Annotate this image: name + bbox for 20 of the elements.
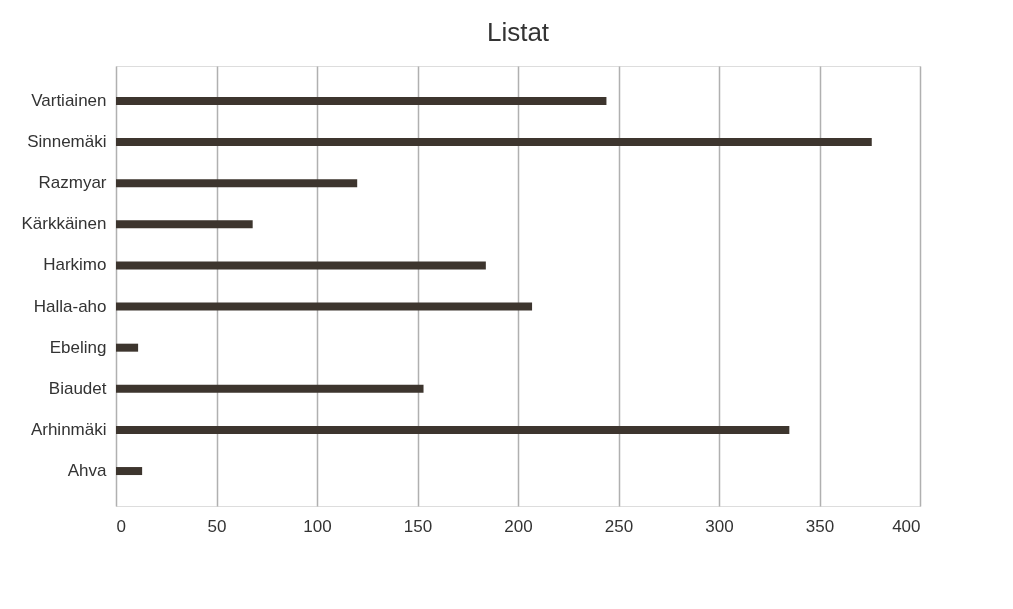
x-tick-label: 350 <box>805 516 835 536</box>
y-tick-label: Halla-aho <box>33 296 107 316</box>
y-tick-label: Ahva <box>67 461 108 481</box>
x-tick-label: 300 <box>705 516 734 536</box>
x-tick-label: 200 <box>504 516 533 536</box>
y-tick-label: Kärkkäinen <box>21 214 107 234</box>
x-tick-label: 250 <box>604 516 634 536</box>
x-tick-label: 400 <box>892 516 921 536</box>
y-tick-label: Sinnemäki <box>27 132 107 152</box>
y-tick-label: Arhinmäki <box>30 419 107 439</box>
x-tick-label: 50 <box>207 516 227 536</box>
y-tick-label: Vartiainen <box>31 90 107 110</box>
x-tick-label: 100 <box>303 516 332 536</box>
y-tick-label: Ebeling <box>49 337 107 357</box>
chart-title: Listat <box>486 17 550 47</box>
x-tick-label: 0 <box>116 516 126 536</box>
y-tick-label: Biaudet <box>48 378 107 398</box>
x-tick-label: 150 <box>403 516 433 536</box>
y-tick-label: Harkimo <box>43 255 107 275</box>
y-tick-label: Razmyar <box>38 173 107 193</box>
